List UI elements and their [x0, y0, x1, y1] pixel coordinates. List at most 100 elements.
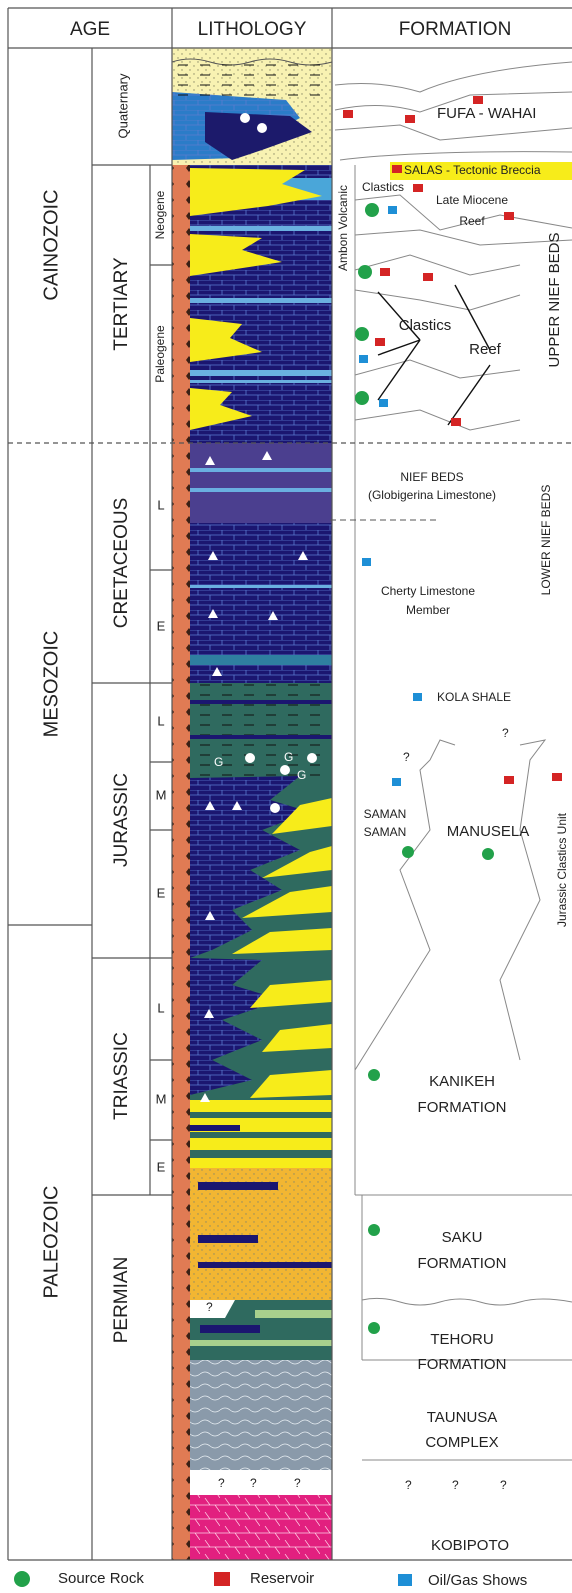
period: TERTIARY	[111, 257, 132, 351]
formation-label: SAMAN	[364, 825, 407, 839]
formation-lines-part-part	[378, 340, 420, 400]
lithology: G G G ? ? ? ?	[172, 48, 332, 1560]
lithology-part	[172, 165, 190, 1560]
formation-label: Reef	[469, 341, 502, 358]
header: FORMATION	[399, 19, 512, 40]
lithology-part-part	[270, 803, 280, 813]
epoch: E	[157, 618, 166, 633]
stratigraphic-column: G G G ? ? ? ? AGE LITHOLOGY FORMATION CA…	[0, 0, 572, 1593]
formation-label: Clastics	[399, 317, 452, 334]
symbols-part-part	[365, 203, 379, 217]
lithology-part	[190, 488, 332, 492]
formation-label: KANIKEH	[429, 1073, 495, 1090]
era: MESOZOIC	[40, 631, 62, 738]
lithology-part-part	[240, 113, 250, 123]
formation-label: Cherty Limestone	[381, 584, 475, 598]
period: TRIASSIC	[111, 1032, 132, 1120]
lithology-part-part	[257, 123, 267, 133]
symbols-part-part	[355, 391, 369, 405]
legend-label: Source Rock	[58, 1570, 144, 1587]
formation-label: COMPLEX	[425, 1434, 498, 1451]
lithology-mark: ?	[218, 1476, 225, 1490]
legend-label: Reservoir	[250, 1570, 314, 1587]
lithology-part	[190, 700, 332, 704]
symbols-part-part	[392, 778, 401, 786]
lithology-part	[190, 1495, 332, 1560]
formation-label: TEHORU	[430, 1331, 493, 1348]
lithology-mark: ?	[250, 1476, 257, 1490]
period: PERMIAN	[111, 1257, 132, 1344]
lithology-part	[190, 655, 332, 665]
lithology-part	[190, 1125, 240, 1131]
lithology-part	[190, 1470, 332, 1495]
lithology-part	[190, 370, 332, 376]
formation-lines-part-part	[448, 365, 490, 425]
formation-lines-part	[335, 62, 572, 92]
symbols-part-part	[355, 327, 369, 341]
symbols-part-part	[405, 115, 415, 123]
lithology-part	[190, 1360, 332, 1470]
epoch: E	[157, 1159, 166, 1174]
lithology-part-part	[307, 753, 317, 763]
symbols-part-part	[504, 212, 514, 220]
formation-label: FUFA - WAHAI	[437, 105, 536, 122]
symbols-part-part	[359, 355, 368, 363]
symbols-part-part	[413, 184, 423, 192]
formation-label: Member	[406, 603, 450, 617]
lithology-part	[190, 683, 332, 778]
lithology-part	[190, 1112, 332, 1118]
formation-label: Late Miocene	[436, 193, 508, 207]
header: AGE	[70, 19, 110, 40]
question-mark: ?	[452, 1478, 459, 1492]
symbols-part-part	[368, 1322, 380, 1334]
lithology-part	[190, 1340, 332, 1346]
formation-lines-part	[335, 125, 572, 140]
lithology-mark: G	[214, 755, 223, 769]
formation-label: TAUNUSA	[427, 1409, 498, 1426]
symbols-part-part	[343, 110, 353, 118]
lithology-part	[190, 735, 332, 739]
symbols-part-part	[379, 399, 388, 407]
formation-label: KOBIPOTO	[431, 1537, 509, 1554]
lithology-part	[190, 443, 332, 523]
symbols-part-part	[368, 1224, 380, 1236]
lithology-part	[190, 380, 332, 383]
period: Quaternary	[115, 73, 130, 139]
formation-label: MANUSELA	[447, 823, 530, 840]
formation-label: Reef	[459, 214, 485, 228]
formation-lines-part	[340, 152, 572, 160]
question-mark: ?	[405, 1478, 412, 1492]
symbols-part-part	[375, 338, 385, 346]
header: LITHOLOGY	[198, 19, 307, 40]
era: PALEOZOIC	[40, 1186, 62, 1299]
lithology-part	[198, 1182, 278, 1190]
symbols-part-part	[368, 1069, 380, 1081]
epoch: L	[157, 497, 164, 512]
formation-lines-part	[355, 230, 572, 245]
epoch: L	[157, 713, 164, 728]
lithology-part	[190, 468, 332, 472]
formation-label: SAMAN	[364, 807, 407, 821]
legend-symbol	[14, 1571, 30, 1587]
symbols-part-part	[358, 265, 372, 279]
formation-label: UPPER NIEF BEDS	[546, 232, 563, 367]
lithology-part	[190, 1132, 332, 1138]
formation-label: SAKU	[442, 1229, 483, 1246]
period: JURASSIC	[111, 773, 132, 867]
lithology-part	[190, 1150, 332, 1158]
lithology-part-part	[280, 765, 290, 775]
formation-lines-part	[355, 360, 520, 378]
epoch: E	[157, 885, 166, 900]
legend-label: Oil/Gas Shows	[428, 1572, 527, 1589]
question-mark: ?	[502, 726, 509, 740]
legend: Source Rock Reservoir Oil/Gas Shows	[14, 1570, 527, 1589]
formation-label: FORMATION	[418, 1255, 507, 1272]
epoch: Neogene	[153, 190, 167, 239]
lithology-part	[198, 1235, 258, 1243]
lithology-mark: ?	[206, 1300, 213, 1314]
question-mark: ?	[500, 1478, 507, 1492]
symbols-part-part	[451, 418, 461, 426]
symbols	[343, 96, 562, 1334]
era: CAINOZOIC	[40, 189, 62, 300]
epoch: L	[157, 1000, 164, 1015]
